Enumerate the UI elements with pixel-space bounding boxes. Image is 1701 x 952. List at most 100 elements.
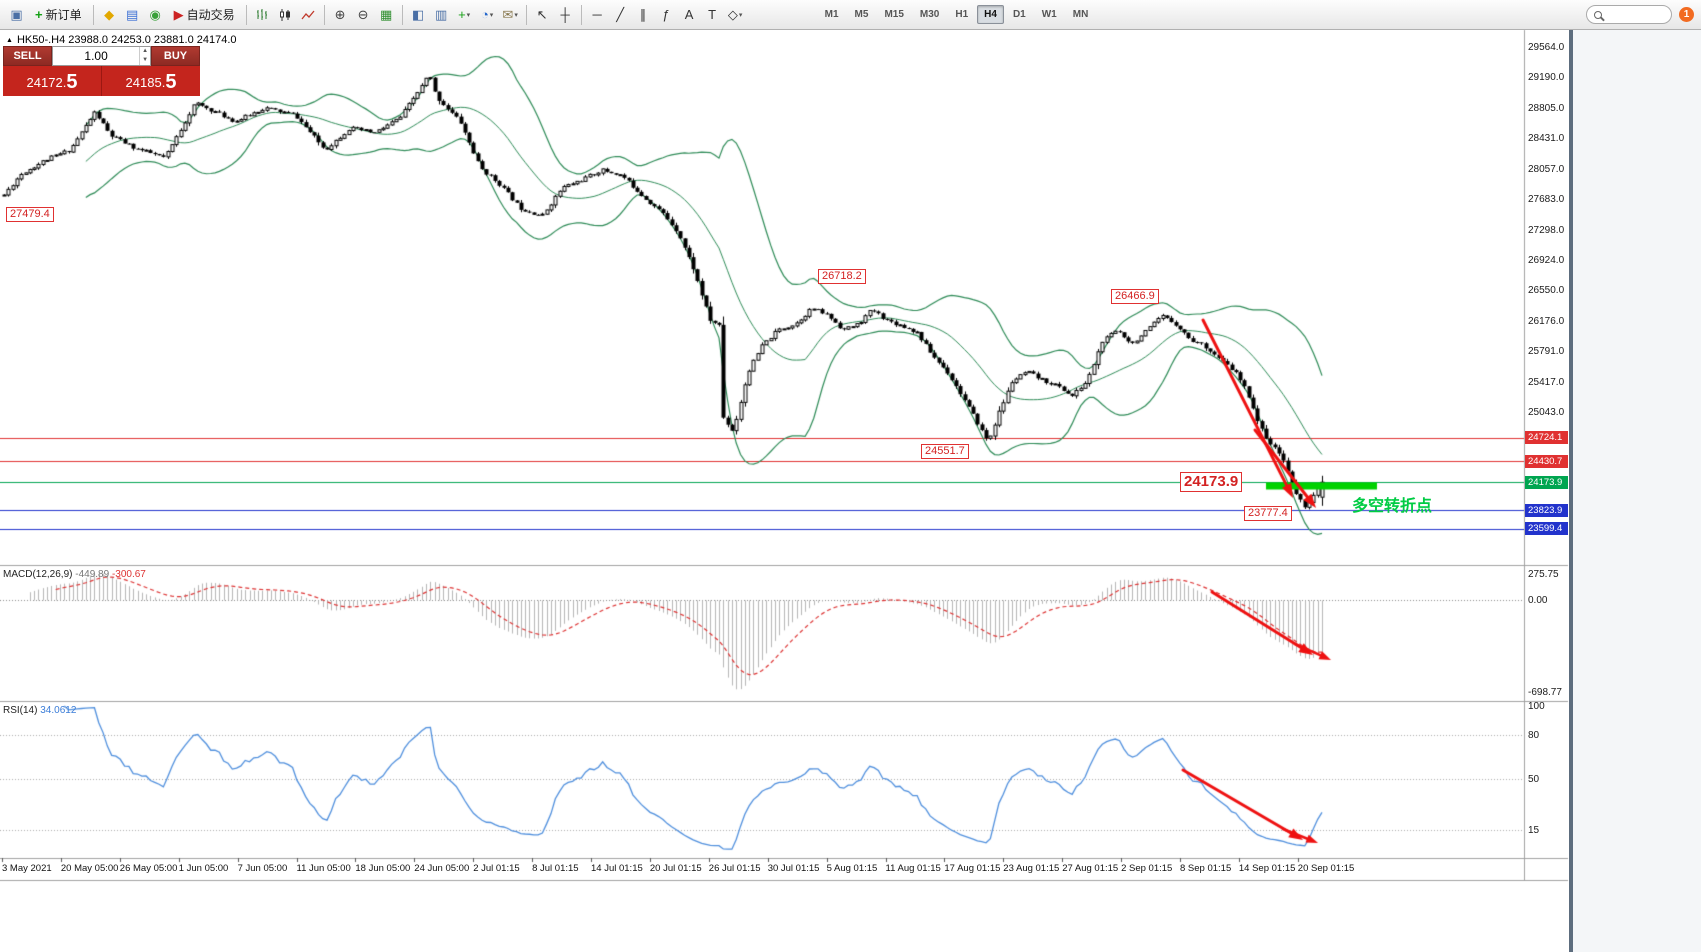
new-chart-icon[interactable]: ▣ [10, 6, 23, 22]
price-callout-label[interactable]: 27479.4 [6, 207, 54, 223]
timeframe-m5-button[interactable]: M5 [854, 9, 869, 20]
volume-input[interactable] [53, 47, 140, 65]
toolbar-separator [92, 4, 94, 25]
volume-up-icon[interactable]: ▲ [142, 48, 149, 54]
timeframe-h1-button[interactable]: H1 [955, 9, 969, 20]
rsi-name-text: RSI(14) [3, 705, 38, 716]
cursor-icon[interactable]: ↖ [536, 6, 548, 22]
price-axis-tag: 24173.9 [1525, 475, 1568, 489]
macd-main-value: -449.89 [75, 569, 110, 580]
timeframe-d1-button[interactable]: D1 [1012, 9, 1026, 20]
time-axis-label: 23 Aug 01:15 [1003, 863, 1060, 874]
price-axis-tick: 29564.0 [1528, 42, 1565, 53]
macd-name-text: MACD(12,26,9) [3, 569, 73, 580]
timeframe-h4-button[interactable]: H4 [977, 5, 1004, 24]
buy-button[interactable]: BUY [151, 46, 200, 66]
data-window-icon[interactable]: ◉ [149, 6, 161, 22]
buy-price-main: 24185. [125, 75, 166, 90]
macd-label: MACD(12,26,9) -449.89 -300.67 [3, 569, 146, 580]
sell-button[interactable]: SELL [3, 46, 52, 66]
time-axis-label: 24 Jun 05:00 [414, 863, 470, 874]
price-axis-tag: 24724.1 [1525, 431, 1568, 445]
time-axis-label: 7 Jun 05:00 [237, 863, 288, 874]
time-axis-label: 14 Jul 01:15 [591, 863, 643, 874]
price-axis-tick: 29190.0 [1528, 72, 1565, 84]
search-input[interactable] [1607, 8, 1665, 21]
time-axis-label: 3 May 2021 [2, 863, 52, 874]
timeframe-m15-button[interactable]: M15 [884, 9, 904, 20]
macd-axis-label: 0.00 [1528, 595, 1548, 607]
dropdown-arrow-icon: ▾ [738, 11, 743, 19]
autotrading-button-label: 自动交易 [186, 8, 235, 22]
timeframe-mn-button[interactable]: MN [1072, 9, 1089, 20]
zoom-in-icon[interactable]: ⊕ [334, 6, 346, 22]
rsi-axis-label: 50 [1528, 774, 1540, 785]
price-axis-tag: 23823.9 [1525, 503, 1568, 517]
hline-tool-icon[interactable]: ─ [592, 7, 602, 22]
time-axis-label: 18 Jun 05:00 [355, 863, 411, 874]
notification-badge[interactable]: 1 [1679, 7, 1694, 22]
new-order-button[interactable]: + 新订单 [29, 4, 88, 25]
text-tool-icon[interactable]: A [684, 7, 694, 22]
macd-axis-label: -698.77 [1528, 687, 1562, 698]
trendline-tool-icon[interactable]: ╱ [616, 6, 625, 22]
time-axis-label: 11 Jun 05:00 [296, 863, 351, 874]
channel-tool-icon[interactable]: ∥ [639, 6, 647, 22]
line-chart-icon[interactable] [298, 4, 319, 25]
shapes-tool-icon[interactable]: ◇ ▾ [727, 6, 743, 22]
price-axis-tick: 25043.0 [1528, 407, 1565, 419]
label-tool-icon[interactable]: T [708, 7, 717, 22]
price-callout-label[interactable]: 24551.7 [921, 443, 969, 459]
buy-price-big-digit: 5 [165, 71, 177, 93]
timeframe-w1-button[interactable]: W1 [1041, 9, 1057, 20]
autotrading-button[interactable]: ▶ 自动交易 [168, 4, 241, 25]
time-axis-label: 26 Jul 01:15 [708, 863, 761, 874]
price-callout-label[interactable]: 26718.2 [818, 268, 866, 284]
autotrading-button-icon: ▶ [173, 6, 184, 22]
cascade-windows-icon[interactable]: ◧ [411, 6, 425, 22]
indicators-icon[interactable]: + ▾ [458, 7, 471, 22]
sell-price[interactable]: 24172. 5 [3, 66, 101, 96]
search-box[interactable] [1586, 5, 1672, 24]
periods-icon[interactable]: ◔ ▾ [480, 7, 494, 22]
zoom-out-icon[interactable]: ⊖ [357, 6, 369, 22]
buy-price[interactable]: 24185. 5 [101, 66, 200, 96]
fibonacci-tool-icon[interactable]: ƒ [662, 7, 670, 22]
one-click-trading-panel: SELL ▲ ▼ BUY 24172.5 24185.5 [3, 46, 200, 96]
price-axis-tag: 24430.7 [1525, 454, 1568, 468]
price-callout-label[interactable]: 26466.9 [1111, 289, 1159, 305]
volume-down-icon[interactable]: ▼ [142, 57, 149, 63]
metaquotes-icon[interactable]: ◆ [104, 6, 115, 22]
tile-windows-icon[interactable]: ▦ [379, 6, 393, 22]
templates-icon[interactable]: ✉ ▾ [502, 6, 518, 22]
crosshair-icon[interactable]: ┼ [560, 7, 570, 22]
price-callout-label[interactable]: 23777.4 [1244, 506, 1292, 522]
arrange-windows-icon[interactable]: ▥ [434, 6, 448, 22]
rsi-axis-label: 15 [1528, 825, 1540, 837]
rsi-axis-label: 100 [1528, 701, 1545, 712]
time-axis-label: 27 Aug 01:15 [1062, 863, 1119, 874]
volume-spinner: ▲ ▼ [139, 47, 150, 65]
candlestick-chart-icon[interactable] [275, 4, 296, 25]
time-axis-label: 17 Aug 01:15 [944, 863, 1001, 874]
dropdown-arrow-icon: ▾ [489, 11, 494, 19]
timeframe-m30-button[interactable]: M30 [919, 9, 940, 20]
bar-chart-icon[interactable] [252, 4, 273, 25]
price-axis-tick: 26924.0 [1528, 254, 1565, 266]
timeframe-m1-button[interactable]: M1 [824, 9, 839, 20]
price-callout-label[interactable]: 24173.9 [1180, 472, 1243, 493]
time-axis-label: 8 Sep 01:15 [1180, 863, 1232, 874]
symbol-triangle-icon: ▲ [6, 36, 13, 44]
price-axis-tick: 26176.0 [1528, 315, 1565, 327]
search-icon [1594, 10, 1602, 19]
time-axis-label: 5 Aug 01:15 [826, 863, 878, 874]
rsi-value-text: 34.0612 [40, 705, 77, 716]
price-axis-tick: 26550.0 [1528, 285, 1565, 297]
macd-signal-value: -300.67 [111, 569, 146, 580]
chart-header: ▲ HK50-.H4 23988.0 24253.0 23881.0 24174… [6, 34, 237, 46]
annotation-text[interactable]: 多空转折点 [1352, 498, 1433, 515]
toolbar-separator [525, 4, 527, 25]
time-axis-label: 2 Sep 01:15 [1121, 863, 1173, 874]
charts-icon[interactable]: ▤ [125, 6, 139, 22]
